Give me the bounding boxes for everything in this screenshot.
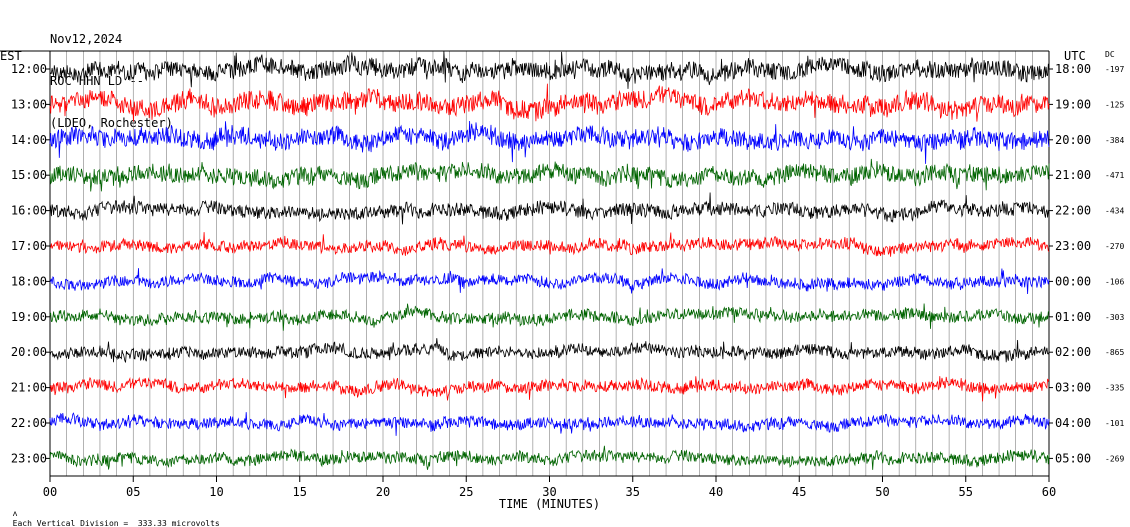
utc-hour-label: 21:00 bbox=[1055, 168, 1091, 182]
est-hour-label: 21:00 bbox=[11, 381, 47, 395]
seismic-trace-1700 bbox=[50, 232, 1050, 257]
dc-offset-label: -101 bbox=[1105, 419, 1124, 428]
dc-offset-label: -865 bbox=[1105, 348, 1124, 357]
x-tick-label: 50 bbox=[875, 485, 889, 499]
seismic-trace-2200 bbox=[49, 412, 1050, 436]
utc-hour-label: 20:00 bbox=[1055, 133, 1091, 147]
est-hour-label: 12:00 bbox=[11, 62, 47, 76]
x-tick-label: 30 bbox=[542, 485, 556, 499]
dc-offset-label: -335 bbox=[1105, 384, 1124, 393]
dc-offset-label: -106 bbox=[1105, 277, 1124, 286]
header-block: Nov12,2024 ROC HHN LD -- (LDEO, Rocheste… bbox=[50, 4, 173, 144]
header-network: (LDEO, Rochester) bbox=[50, 116, 173, 130]
x-tick-label: 15 bbox=[293, 485, 307, 499]
est-hour-label: 19:00 bbox=[11, 310, 47, 324]
seismic-trace-1200 bbox=[49, 51, 1050, 89]
utc-hour-label: 00:00 bbox=[1055, 274, 1091, 288]
x-tick-label: 20 bbox=[376, 485, 390, 499]
x-tick-label: 60 bbox=[1042, 485, 1056, 499]
x-tick-label: 05 bbox=[126, 485, 140, 499]
utc-hour-label: 01:00 bbox=[1055, 310, 1091, 324]
seismic-trace-1500 bbox=[49, 158, 1050, 192]
utc-hour-label: 03:00 bbox=[1055, 381, 1091, 395]
utc-hour-label: 23:00 bbox=[1055, 239, 1091, 253]
x-tick-label: 55 bbox=[959, 485, 973, 499]
seismic-trace-2300 bbox=[49, 445, 1050, 470]
seismic-trace-2000 bbox=[49, 338, 1050, 364]
utc-hour-label: 05:00 bbox=[1055, 451, 1091, 465]
est-axis-label: EST bbox=[0, 49, 22, 63]
x-tick-label: 35 bbox=[626, 485, 640, 499]
est-hour-label: 13:00 bbox=[11, 97, 47, 111]
footer-scale: ᴧ Each Vertical Division = 333.33 microv… bbox=[3, 500, 220, 527]
est-hour-label: 14:00 bbox=[11, 133, 47, 147]
est-hour-label: 20:00 bbox=[11, 345, 47, 359]
seismometer-icon: ᴧ bbox=[12, 509, 18, 518]
est-hour-label: 15:00 bbox=[11, 168, 47, 182]
utc-hour-label: 22:00 bbox=[1055, 204, 1091, 218]
dc-offset-label: -303 bbox=[1105, 313, 1124, 322]
scale-text: Each Vertical Division = 333.33 microvol… bbox=[12, 519, 220, 527]
seismic-trace-2100 bbox=[49, 376, 1050, 402]
utc-hour-label: 02:00 bbox=[1055, 345, 1091, 359]
x-tick-label: 45 bbox=[792, 485, 806, 499]
utc-axis-label: UTC bbox=[1064, 49, 1086, 63]
utc-hour-label: 18:00 bbox=[1055, 62, 1091, 76]
x-tick-label: 00 bbox=[43, 485, 57, 499]
est-hour-label: 18:00 bbox=[11, 274, 47, 288]
seismic-trace-1400 bbox=[49, 120, 1050, 164]
dc-offset-label: -384 bbox=[1105, 136, 1124, 145]
est-hour-label: 16:00 bbox=[11, 204, 47, 218]
seismic-trace-1800 bbox=[49, 268, 1050, 295]
x-tick-label: 25 bbox=[459, 485, 473, 499]
seismic-trace-1600 bbox=[49, 192, 1050, 225]
dc-offset-label: -270 bbox=[1105, 242, 1124, 251]
seismic-trace-1300 bbox=[49, 83, 1050, 122]
x-axis-label: TIME (MINUTES) bbox=[499, 497, 600, 511]
dc-offset-label: -125 bbox=[1105, 100, 1124, 109]
dc-axis-label: DC bbox=[1105, 50, 1115, 59]
utc-hour-label: 19:00 bbox=[1055, 97, 1091, 111]
dc-offset-label: -471 bbox=[1105, 171, 1124, 180]
dc-offset-label: -197 bbox=[1105, 65, 1124, 74]
x-tick-label: 10 bbox=[209, 485, 223, 499]
est-hour-label: 17:00 bbox=[11, 239, 47, 253]
dc-offset-label: -269 bbox=[1105, 454, 1124, 463]
est-hour-label: 23:00 bbox=[11, 451, 47, 465]
est-hour-label: 22:00 bbox=[11, 416, 47, 430]
utc-hour-label: 04:00 bbox=[1055, 416, 1091, 430]
dc-offset-label: -434 bbox=[1105, 207, 1124, 216]
seismic-trace-1900 bbox=[49, 303, 1050, 331]
trace-layer bbox=[49, 51, 1050, 470]
grid-layer bbox=[0, 50, 1053, 482]
x-tick-label: 40 bbox=[709, 485, 723, 499]
header-date: Nov12,2024 bbox=[50, 32, 123, 46]
label-layer: 00 05 10 15 20 25 30 35 40 45 50 55 60 TIME (MINUTES)… bbox=[0, 49, 1124, 511]
